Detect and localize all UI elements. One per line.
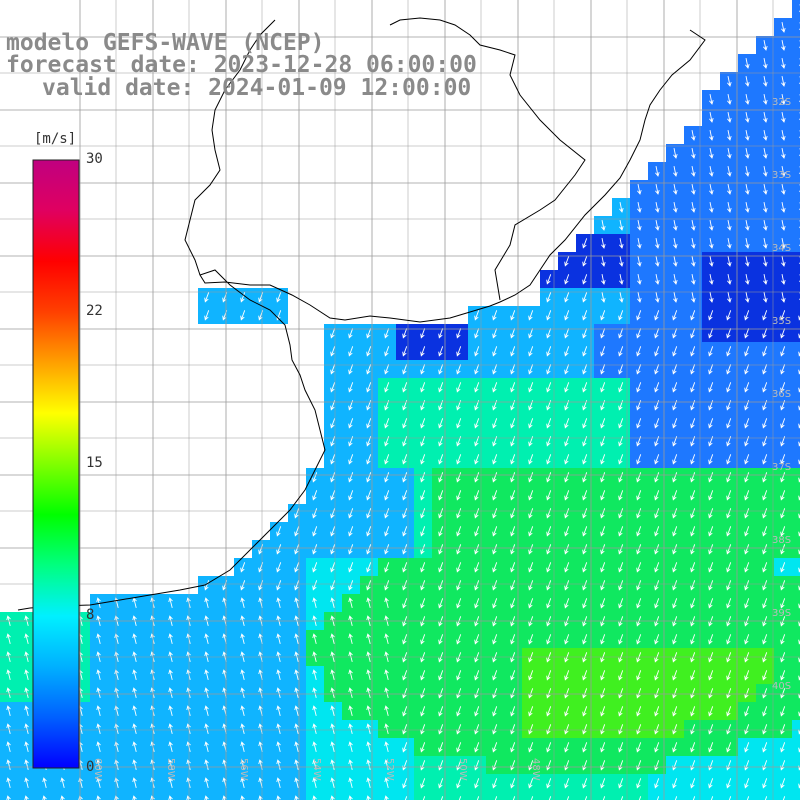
lon-label: 58W xyxy=(165,758,176,781)
lon-label: 52W xyxy=(384,758,395,781)
forecast-date: forecast date: 2023-12-28 06:00:00 xyxy=(6,52,477,78)
longitude-labels: 60W 58W 56W 54W 52W 50W 48W xyxy=(92,758,541,781)
lon-label: 48W xyxy=(530,758,541,781)
colorbar xyxy=(32,159,80,769)
colorbar-tick-22: 22 xyxy=(86,303,103,319)
colorbar-unit: [m/s] xyxy=(34,131,77,147)
lat-label: 34S xyxy=(772,243,791,254)
lon-label: 50W xyxy=(457,758,468,781)
wind-vectors xyxy=(6,4,800,800)
colorbar-tick-0: 0 xyxy=(86,759,95,775)
coastline xyxy=(17,29,706,611)
lon-label: 54W xyxy=(311,758,322,781)
lat-label: 40S xyxy=(772,681,791,692)
border-line xyxy=(389,17,586,301)
model-title: modelo GEFS-WAVE (NCEP) xyxy=(6,30,325,56)
lat-label: 39S xyxy=(772,608,791,619)
lon-label: 60W xyxy=(92,758,103,781)
colorbar-tick-30: 30 xyxy=(86,151,103,167)
lat-label: 33S xyxy=(772,170,791,181)
colorbar-tick-15: 15 xyxy=(86,455,103,471)
lat-label: 36S xyxy=(772,389,791,400)
lat-label: 37S xyxy=(772,462,791,473)
lat-label: 38S xyxy=(772,535,791,546)
latitude-labels: 32S 33S 34S 35S 36S 37S 38S 39S 40S xyxy=(772,97,791,692)
border-line-west xyxy=(184,19,276,276)
lon-label: 56W xyxy=(238,758,249,781)
lat-label: 32S xyxy=(772,97,791,108)
lat-label: 35S xyxy=(772,316,791,327)
valid-date: valid date: 2024-01-09 12:00:00 xyxy=(42,75,472,101)
colorbar-tick-8: 8 xyxy=(86,607,95,623)
